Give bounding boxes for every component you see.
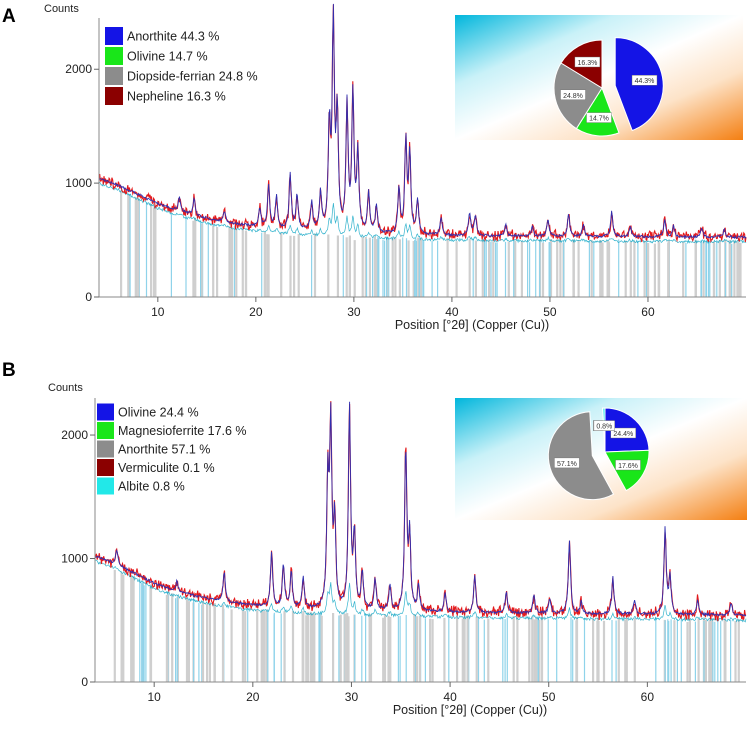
- pie-label-box: [610, 427, 636, 439]
- legend-swatch: [105, 47, 123, 65]
- panel-a-y-axis-label: Counts: [44, 3, 79, 15]
- panel-a-x-ticks: 10 20 30 40 50 60: [151, 297, 655, 319]
- x-tick-label: 20: [249, 305, 263, 319]
- panel-b-reference-lines: [113, 569, 740, 682]
- legend-swatch: [105, 67, 123, 85]
- y-tick-label: 1000: [65, 176, 92, 190]
- pie-label-box: [560, 89, 586, 101]
- calculated-line: [95, 401, 747, 617]
- pie-label: 14.7%: [589, 116, 609, 123]
- pie-label: 16.3%: [577, 60, 597, 67]
- x-tick-label: 30: [347, 305, 361, 319]
- y-tick-label: 2000: [65, 62, 92, 76]
- pie-label: 24.8%: [563, 93, 583, 100]
- panel-b-axes: [94, 398, 746, 683]
- x-tick-label: 20: [246, 690, 260, 704]
- pie-label: 57.1%: [557, 461, 577, 468]
- panel-a-y-ticks: 0 1000 2000: [65, 62, 99, 304]
- panel-b: B Counts 10 20 30 40 50 60 0 1000 2000 Position…: [2, 360, 747, 717]
- legend-label: Anorthite 57.1 %: [118, 443, 210, 457]
- pie-label: 0.8%: [596, 424, 612, 431]
- x-tick-label: 10: [151, 305, 165, 319]
- pie-label: 17.6%: [618, 463, 638, 470]
- panel-b-observed-trace: [94, 401, 747, 622]
- legend-swatch: [97, 422, 114, 439]
- pie-label-box: [593, 420, 615, 431]
- y-tick-label: 1000: [61, 552, 88, 566]
- x-tick-label: 40: [445, 305, 459, 319]
- panel-a-legend: Anorthite 44.3 % Olivine 14.7 % Diopside-f…: [105, 27, 258, 105]
- x-tick-label: 10: [148, 690, 162, 704]
- legend-swatch: [105, 87, 123, 105]
- pie-label-box: [586, 112, 612, 123]
- pie-label-box: [631, 74, 658, 86]
- legend-label: Olivine 14.7 %: [127, 50, 208, 64]
- difference-line: [98, 181, 747, 245]
- x-tick-label: 60: [641, 305, 655, 319]
- panel-a-pie-chart: 44.3% 14.7% 24.8% 16.3%: [553, 37, 664, 137]
- legend-swatch: [97, 440, 114, 458]
- x-tick-label: 30: [345, 690, 359, 704]
- pie-label: 44.3%: [635, 78, 655, 85]
- y-tick-label: 0: [85, 290, 92, 304]
- panel-b-calculated-trace: [95, 401, 747, 617]
- legend-label: Magnesioferrite 17.6 %: [118, 424, 247, 438]
- legend-swatch: [97, 403, 114, 421]
- panel-a: A Counts 10 20 30 40 50 60 0 1000 2000 Position…: [2, 3, 747, 332]
- panel-a-label: A: [2, 6, 16, 27]
- legend-label: Anorthite 44.3 %: [127, 30, 219, 44]
- x-tick-label: 60: [641, 690, 655, 704]
- legend-label: Olivine 24.4 %: [118, 406, 199, 420]
- x-tick-label: 50: [542, 690, 556, 704]
- panel-b-legend: Olivine 24.4 % Magnesioferrite 17.6 % Anor…: [97, 403, 247, 495]
- legend-label: Nepheline 16.3 %: [127, 90, 226, 104]
- legend-swatch: [97, 459, 114, 476]
- pie-label-box: [615, 459, 641, 471]
- legend-swatch: [97, 477, 114, 495]
- difference-line: [94, 559, 747, 623]
- panel-b-difference-trace: [94, 559, 747, 623]
- observed-line: [98, 4, 747, 244]
- observed-line: [94, 401, 747, 622]
- x-tick-label: 40: [443, 690, 457, 704]
- panel-a-reference-lines: [119, 190, 742, 297]
- pie-slice: [547, 411, 615, 501]
- panel-b-y-ticks: 0 1000 2000: [61, 428, 95, 689]
- panel-b-pie-chart: 24.4%17.6%57.1%0.1%0.8%: [547, 407, 650, 501]
- panel-b-label: B: [2, 360, 16, 381]
- legend-label: Diopside-ferrian 24.8 %: [127, 70, 258, 84]
- panel-b-inset-background: [455, 398, 747, 520]
- calculated-line: [98, 3, 747, 240]
- panel-b-x-axis-label: Position [°2θ] (Copper (Cu)): [393, 703, 547, 717]
- pie-label: 24.4%: [613, 431, 633, 438]
- panel-a-pie-inset: 44.3% 14.7% 24.8% 16.3%: [455, 15, 743, 140]
- panel-a-calculated-trace: [98, 3, 747, 240]
- panel-b-pie-inset: 24.4%17.6%57.1%0.1%0.8%: [455, 398, 747, 520]
- panel-a-x-axis-label: Position [°2θ] (Copper (Cu)): [395, 318, 549, 332]
- legend-label: Vermiculite 0.1 %: [118, 461, 215, 475]
- pie-label-box: [554, 457, 580, 469]
- y-tick-label: 0: [81, 675, 88, 689]
- legend-swatch: [105, 27, 123, 45]
- x-tick-label: 50: [543, 305, 557, 319]
- panel-a-observed-trace: [98, 4, 747, 244]
- y-tick-label: 2000: [61, 428, 88, 442]
- panel-a-difference-trace: [98, 181, 747, 245]
- panel-b-y-axis-label: Counts: [48, 382, 83, 394]
- pie-label-box: [574, 56, 601, 68]
- panel-b-x-ticks: 10 20 30 40 50 60: [148, 682, 655, 704]
- legend-label: Albite 0.8 %: [118, 480, 185, 494]
- panel-a-axes: [98, 18, 746, 298]
